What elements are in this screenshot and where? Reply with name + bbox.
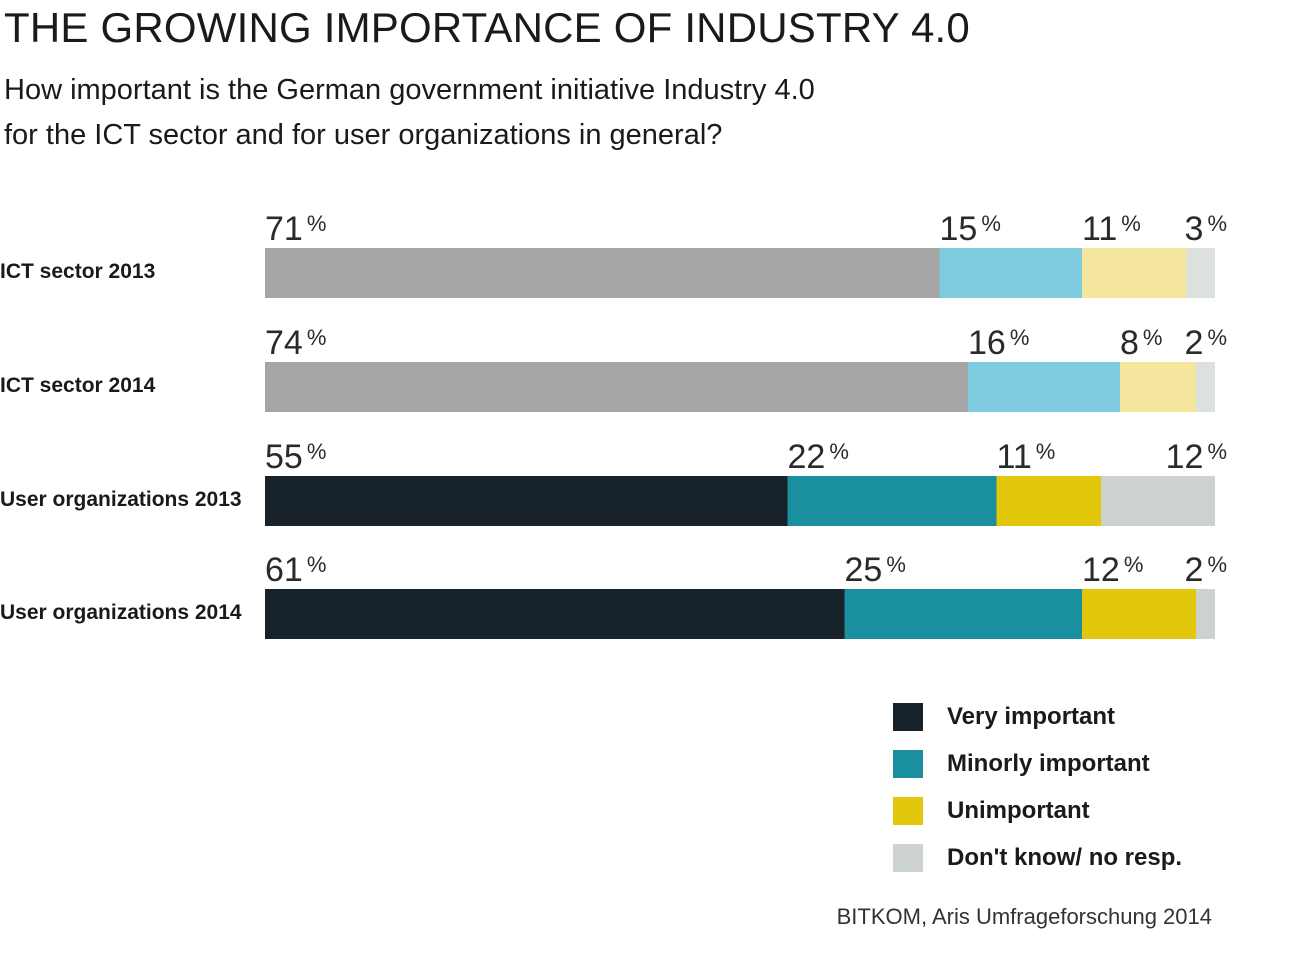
value-label: 61% <box>265 551 326 589</box>
bar-segment-minorly-important <box>939 248 1082 298</box>
value-label: 3% <box>1185 210 1227 248</box>
bar-segment-don-t-know-no-resp <box>1186 248 1215 298</box>
value-label: 22% <box>788 438 849 476</box>
bar-segment-unimportant <box>1082 589 1196 639</box>
bar-segment-minorly-important <box>787 476 997 526</box>
legend-item-unimportant: Unimportant <box>893 787 1182 834</box>
value-label: 2% <box>1185 324 1227 362</box>
bar-segment-very-important <box>265 589 845 639</box>
bar-segment-very-important <box>265 476 788 526</box>
source-credit: BITKOM, Aris Umfrageforschung 2014 <box>836 904 1212 929</box>
legend-label: Minorly important <box>947 749 1150 777</box>
legend-swatch <box>893 702 923 731</box>
bar-row-user-organizations-2013: User organizations 2013 55% 22% 11% 12% <box>0 438 1227 526</box>
chart-subtitle: How important is the German government i… <box>4 68 964 158</box>
legend-label: Unimportant <box>947 796 1090 824</box>
bar-segment-unimportant <box>1120 362 1196 412</box>
bar-row-ict-sector-2014: ICT sector 2014 74% 16% 8% 2% <box>0 324 1227 412</box>
legend-item-very-important: Very important <box>893 693 1182 740</box>
bar-segment-unimportant <box>1082 248 1187 298</box>
value-label: 71% <box>265 210 326 248</box>
value-label: 15% <box>940 210 1001 248</box>
value-label: 25% <box>845 551 906 589</box>
value-label: 11% <box>997 438 1056 476</box>
bar-segment-very-important <box>265 248 940 298</box>
value-label: 8% <box>1120 324 1162 362</box>
value-label: 16% <box>968 324 1029 362</box>
chart-title: THE GROWING IMPORTANCE OF INDUSTRY 4.0 <box>4 4 970 51</box>
value-label: 2% <box>1185 551 1227 589</box>
bar-segment-minorly-important <box>968 362 1120 412</box>
legend-item-dont-know: Don't know/ no resp. <box>893 834 1182 881</box>
bar-row-user-organizations-2014: User organizations 2014 61% 25% 12% 2% <box>0 551 1227 639</box>
bar-segment-minorly-important <box>844 589 1082 639</box>
bar-segment-unimportant <box>996 476 1101 526</box>
legend-label: Very important <box>947 702 1116 730</box>
legend-swatch <box>893 796 923 825</box>
category-label: User organizations 2013 <box>0 488 242 511</box>
bar-segment-don-t-know-no-resp <box>1196 362 1215 412</box>
bar-segment-don-t-know-no-resp <box>1196 589 1215 639</box>
bar-row-ict-sector-2013: ICT sector 2013 71% 15% 11% 3% <box>0 210 1227 298</box>
legend-swatch <box>893 749 923 778</box>
value-label: 12% <box>1082 551 1143 589</box>
category-label: ICT sector 2013 <box>0 260 155 283</box>
value-label: 55% <box>265 438 326 476</box>
legend-swatch <box>893 843 923 872</box>
subtitle-line-1: How important is the German government i… <box>4 74 815 106</box>
category-label: User organizations 2014 <box>0 601 242 624</box>
legend-label: Don't know/ no resp. <box>947 843 1183 871</box>
bar-segment-very-important <box>265 362 968 412</box>
subtitle-line-2: for the ICT sector and for user organiza… <box>4 119 723 151</box>
category-label: ICT sector 2014 <box>0 374 156 397</box>
value-label: 11% <box>1082 210 1141 248</box>
value-label: 74% <box>265 324 326 362</box>
bar-segment-don-t-know-no-resp <box>1101 476 1215 526</box>
legend-item-minorly-important: Minorly important <box>893 740 1182 787</box>
legend: Very important Minorly important Unimpor… <box>893 693 1182 881</box>
value-label: 12% <box>1166 438 1227 476</box>
